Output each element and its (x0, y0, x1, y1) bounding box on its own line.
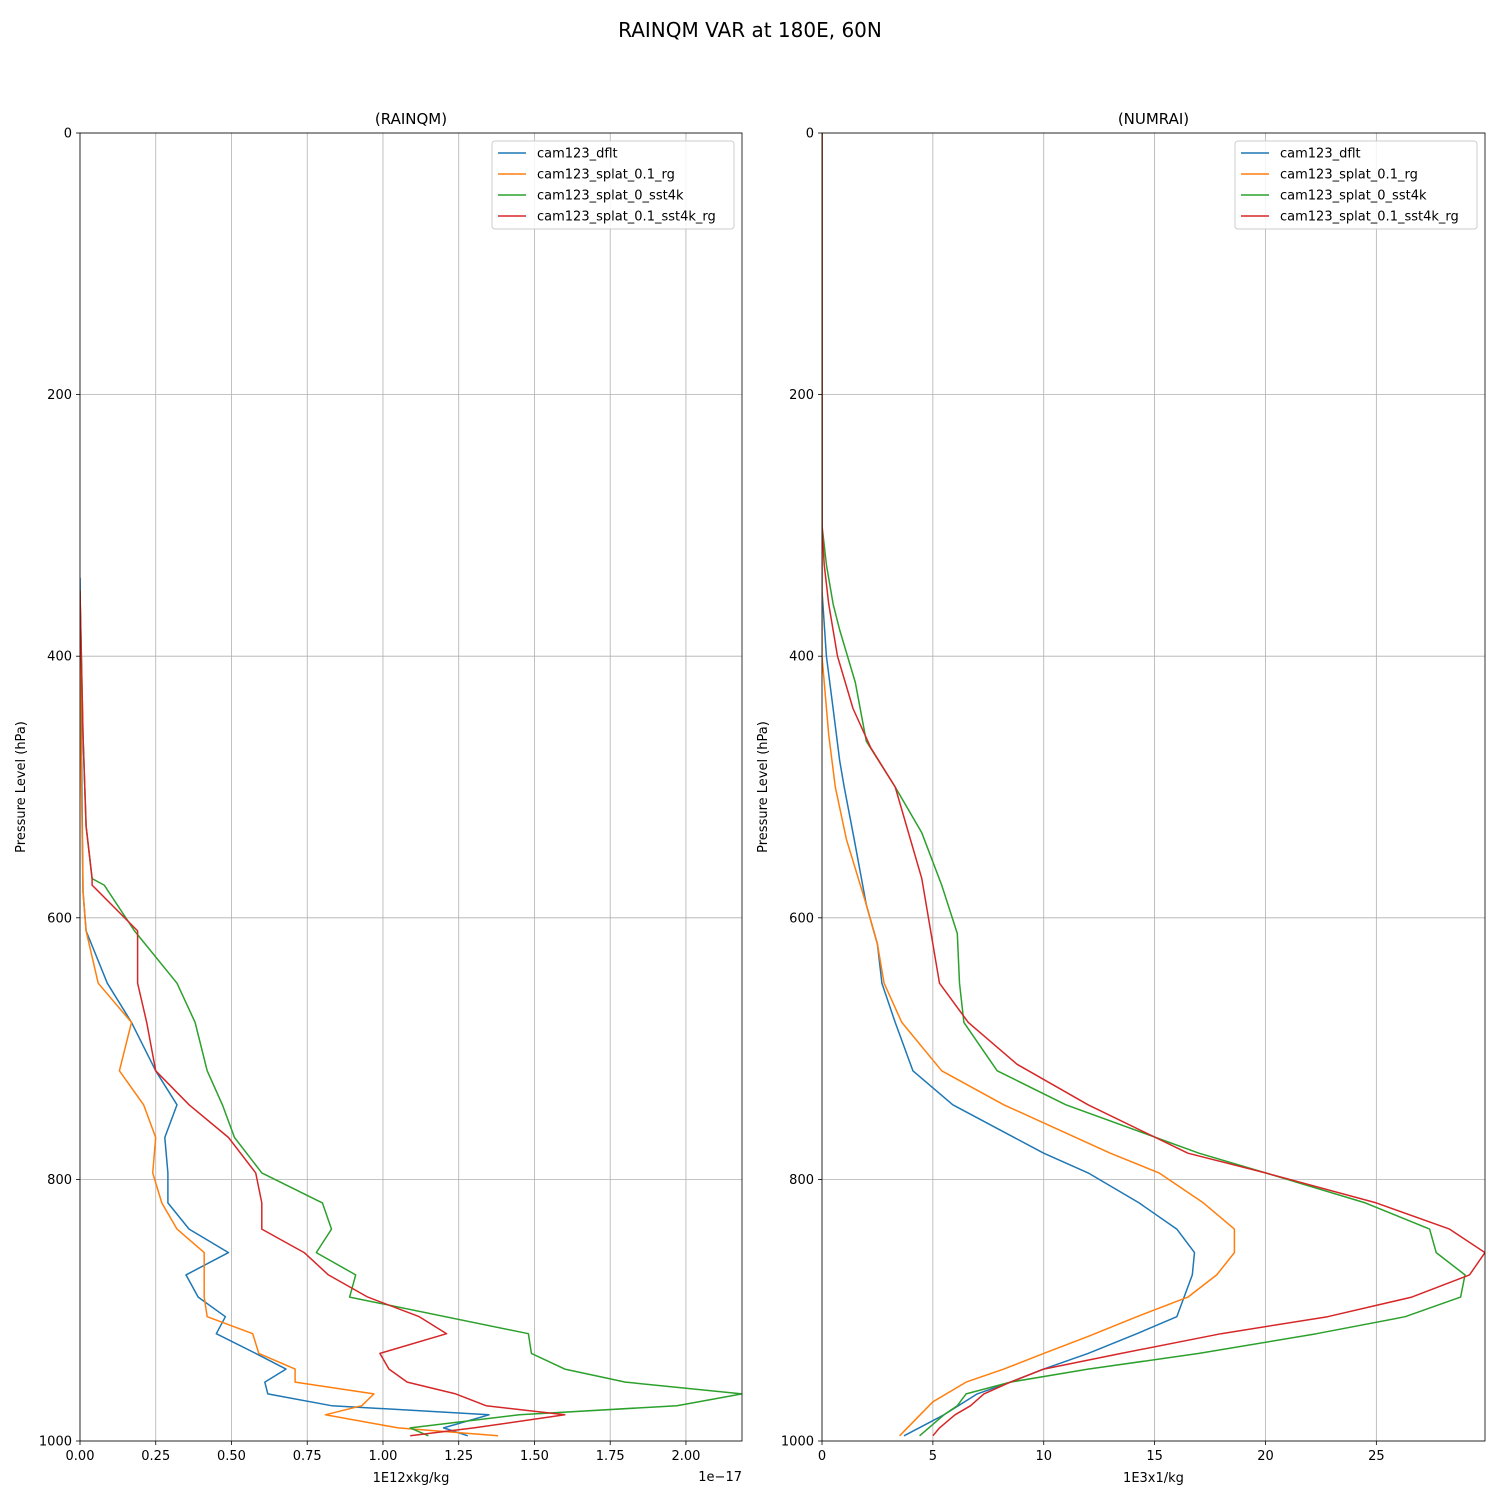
numrai-xtick-label-5: 25 (1368, 1449, 1385, 1464)
numrai-xtick-label-4: 20 (1257, 1449, 1274, 1464)
rainqm-xtick-label-8: 2.00 (671, 1449, 700, 1464)
numrai-xtick-label-0: 0 (818, 1449, 826, 1464)
rainqm-legend (491, 140, 735, 230)
numrai-legend-label-0: cam123_dflt (1280, 147, 1361, 162)
rainqm-xtick-label-2: 0.50 (217, 1449, 246, 1464)
rainqm-series-line-0 (80, 577, 490, 1437)
rainqm-xtick-label-0: 0.00 (66, 1449, 95, 1464)
figure-title: RAINQM VAR at 180E, 60N (618, 18, 882, 42)
rainqm-y-axis-label: Pressure Level (hPa) (14, 721, 29, 853)
rainqm-xtick-label-4: 1.00 (368, 1449, 397, 1464)
rainqm-ytick-label-2: 400 (47, 650, 72, 665)
rainqm-panel: 0.00 0.25 0.50 0.75 1.00 1.25 1.50 1.75 2.00 0 200… (14, 110, 743, 1486)
numrai-ytick-label-5: 1000 (781, 1435, 814, 1450)
numrai-xtick-label-3: 15 (1146, 1449, 1163, 1464)
rainqm-series-line-1 (80, 629, 499, 1437)
rainqm-ytick-label-1: 200 (47, 388, 72, 403)
numrai-axes-frame (821, 132, 1486, 1442)
numrai-panel: 0 5 10 15 20 25 0 200 400 600 800 1000 (NUMRAI) 1E3x1… (756, 110, 1486, 1486)
numrai-ytick-label-1: 200 (789, 388, 814, 403)
numrai-ytick-label-2: 400 (789, 650, 814, 665)
numrai-legend-label-3: cam123_splat_0.1_sst4k_rg (1280, 210, 1459, 225)
rainqm-xtick-label-3: 0.75 (293, 1449, 322, 1464)
rainqm-series-line-3 (80, 590, 566, 1437)
rainqm-x-offset-text: 1e−17 (698, 1470, 742, 1485)
rainqm-series-line-2 (80, 590, 742, 1437)
numrai-x-axis-label: 1E3x1/kg (1123, 1471, 1184, 1486)
rainqm-legend-label-1: cam123_splat_0.1_rg (537, 168, 675, 183)
rainqm-xtick-label-6: 1.50 (520, 1449, 549, 1464)
rainqm-x-axis-label: 1E12xkg/kg (373, 1471, 450, 1486)
rainqm-ytick-label-3: 600 (47, 911, 72, 926)
numrai-legend (1234, 140, 1478, 230)
rainqm-ytick-label-4: 800 (47, 1173, 72, 1188)
rainqm-ytick-label-0: 0 (64, 127, 72, 142)
rainqm-ytick-label-5: 1000 (39, 1435, 72, 1450)
numrai-series-line-1 (822, 133, 1236, 1437)
numrai-xtick-label-2: 10 (1035, 1449, 1052, 1464)
numrai-panel-title: (NUMRAI) (1118, 110, 1189, 128)
rainqm-xtick-label-1: 0.25 (141, 1449, 170, 1464)
rainqm-axes-frame (79, 132, 743, 1442)
numrai-series-line-3 (822, 133, 1485, 1437)
rainqm-legend-label-3: cam123_splat_0.1_sst4k_rg (537, 210, 716, 225)
numrai-ytick-label-0: 0 (806, 127, 814, 142)
numrai-y-axis-label: Pressure Level (hPa) (756, 721, 771, 853)
numrai-series-line-0 (822, 133, 1196, 1437)
numrai-series-line-2 (822, 133, 1466, 1437)
rainqm-legend-label-2: cam123_splat_0_sst4k (537, 189, 684, 204)
numrai-xtick-label-1: 5 (929, 1449, 937, 1464)
rainqm-legend-label-0: cam123_dflt (537, 147, 618, 162)
numrai-ytick-label-4: 800 (789, 1173, 814, 1188)
rainqm-xtick-label-7: 1.75 (596, 1449, 625, 1464)
numrai-ytick-label-3: 600 (789, 911, 814, 926)
numrai-legend-label-2: cam123_splat_0_sst4k (1280, 189, 1427, 204)
rainqm-xtick-label-5: 1.25 (444, 1449, 473, 1464)
numrai-legend-label-1: cam123_splat_0.1_rg (1280, 168, 1418, 183)
rainqm-panel-title: (RAINQM) (375, 110, 447, 128)
